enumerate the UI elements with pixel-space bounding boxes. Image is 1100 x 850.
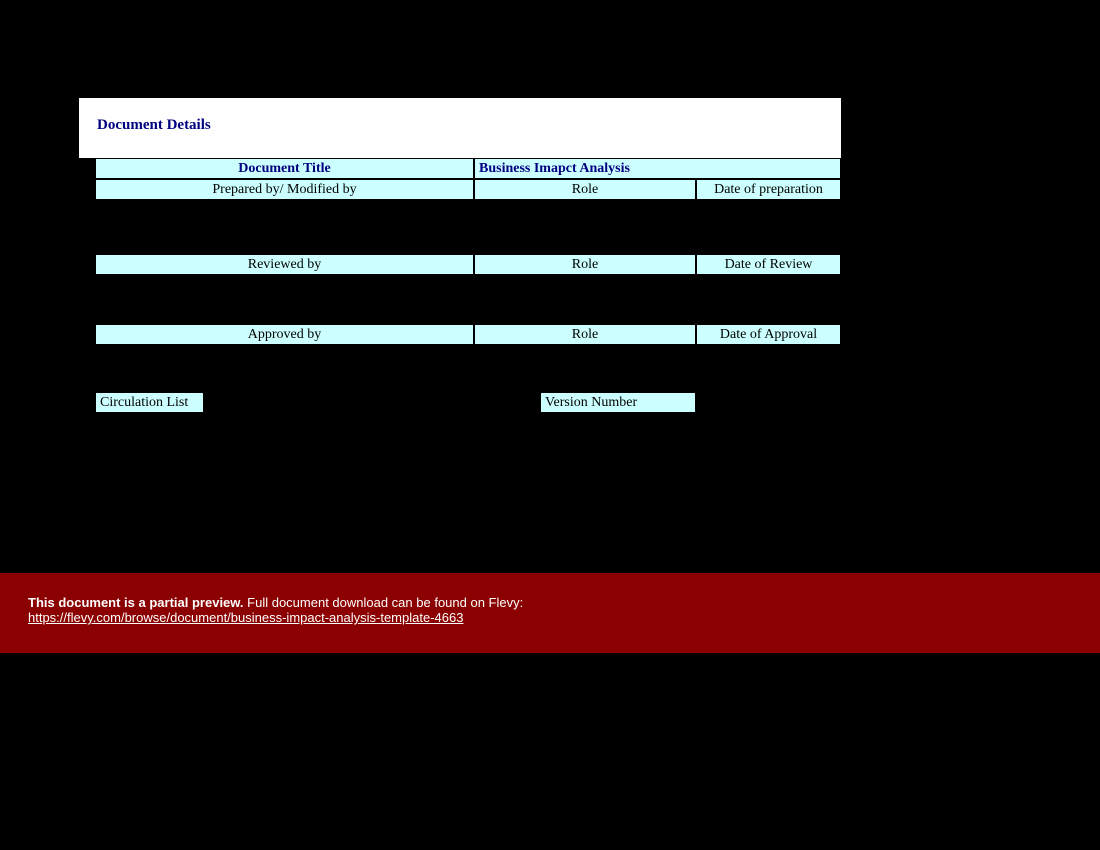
prepared-date-cell: Date of preparation xyxy=(696,179,841,200)
preview-banner: This document is a partial preview. Full… xyxy=(0,573,1100,653)
circulation-list-label: Circulation List xyxy=(95,392,204,413)
reviewed-by-cell: Reviewed by xyxy=(95,254,474,275)
reviewed-role-cell: Role xyxy=(474,254,696,275)
banner-bold-text: This document is a partial preview. xyxy=(28,595,244,610)
approved-by-cell: Approved by xyxy=(95,324,474,345)
doc-title-label-text: Document Title xyxy=(238,161,330,177)
banner-link[interactable]: https://flevy.com/browse/document/busine… xyxy=(28,610,463,625)
doc-title-value-text: Business Imapct Analysis xyxy=(479,161,630,177)
doc-title-label: Document Title xyxy=(95,158,474,179)
version-number-label: Version Number xyxy=(540,392,696,413)
banner-rest-content: Full document download can be found on F… xyxy=(247,595,523,610)
reviewed-date-cell: Date of Review xyxy=(696,254,841,275)
doc-title-value: Business Imapct Analysis xyxy=(474,158,841,179)
approved-date-cell: Date of Approval xyxy=(696,324,841,345)
approved-role-cell: Role xyxy=(474,324,696,345)
section-title: Document Details xyxy=(97,117,211,134)
prepared-role-cell: Role xyxy=(474,179,696,200)
prepared-by-cell: Prepared by/ Modified by xyxy=(95,179,474,200)
